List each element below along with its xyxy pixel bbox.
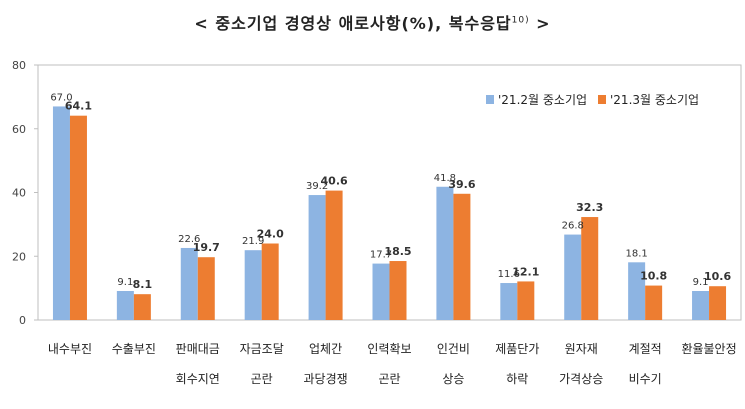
bar-feb bbox=[564, 234, 582, 320]
value-label-feb: 18.1 bbox=[626, 248, 648, 259]
legend-swatch-feb bbox=[486, 95, 494, 104]
value-label-feb: 17.7 bbox=[370, 250, 392, 261]
bar-mar bbox=[325, 190, 343, 320]
y-tick-label: 40 bbox=[12, 187, 26, 200]
bar-feb bbox=[180, 247, 198, 320]
legend-label-feb: '21.2월 중소기업 bbox=[498, 93, 587, 107]
chart-title-text: < 중소기업 경영상 애로사항(%), 복수응답 bbox=[194, 14, 512, 33]
y-tick-label: 0 bbox=[19, 314, 26, 327]
bars bbox=[52, 106, 727, 321]
legend-swatch-mar bbox=[598, 95, 606, 104]
x-tick-label: 판매대금 bbox=[176, 342, 220, 356]
bar-mar bbox=[389, 261, 407, 320]
x-tick-label-line2: 하락 bbox=[506, 372, 528, 386]
y-tick-label: 60 bbox=[12, 123, 26, 136]
value-label-feb: 39.2 bbox=[306, 181, 328, 192]
x-tick-label-line2: 가격상승 bbox=[559, 372, 603, 386]
value-label-feb: 22.6 bbox=[178, 234, 200, 245]
value-label-feb: 67.0 bbox=[50, 92, 72, 103]
x-tick-label: 업체간 bbox=[309, 342, 342, 356]
x-tick-label: 계절적 bbox=[629, 342, 662, 356]
bar-mar bbox=[453, 193, 471, 320]
value-label-feb: 11.6 bbox=[498, 269, 520, 280]
x-tick-label-line2: 곤란 bbox=[251, 372, 273, 386]
bar-mar bbox=[645, 285, 663, 320]
bar-mar bbox=[69, 115, 87, 321]
value-label-mar: 8.1 bbox=[133, 278, 153, 291]
value-label-mar: 10.8 bbox=[640, 270, 667, 283]
bar-feb bbox=[500, 283, 518, 320]
bar-mar bbox=[197, 257, 215, 320]
bar-feb bbox=[116, 290, 134, 320]
bar-feb bbox=[244, 250, 262, 320]
y-tick-label: 80 bbox=[12, 59, 26, 72]
value-label-feb: 9.1 bbox=[693, 277, 709, 288]
x-tick-label-line2: 과당경쟁 bbox=[304, 372, 348, 386]
chart-title: < 중소기업 경영상 애로사항(%), 복수응답10) > bbox=[0, 10, 745, 34]
bar-mar bbox=[133, 294, 151, 320]
value-label-feb: 41.8 bbox=[434, 173, 456, 184]
value-label-feb: 21.9 bbox=[242, 236, 264, 247]
chart-title-end: > bbox=[529, 14, 551, 33]
value-label-mar: 24.0 bbox=[257, 228, 284, 241]
chart-title-footnote: 10) bbox=[511, 15, 530, 26]
value-label-mar: 12.1 bbox=[512, 265, 539, 278]
x-tick-label-line2: 상승 bbox=[442, 372, 464, 386]
value-label-mar: 19.7 bbox=[193, 241, 220, 254]
bar-mar bbox=[261, 243, 279, 320]
x-tick-label: 수출부진 bbox=[112, 342, 156, 356]
x-tick-label: 환율불안정 bbox=[681, 342, 736, 356]
bar-feb bbox=[372, 263, 390, 320]
x-tick-label: 인건비 bbox=[437, 342, 470, 356]
x-tick-label: 원자재 bbox=[565, 342, 598, 356]
bar-mar bbox=[709, 286, 727, 320]
bar-feb bbox=[628, 262, 646, 320]
x-tick-label: 내수부진 bbox=[48, 342, 92, 356]
y-tick-label: 20 bbox=[12, 250, 26, 263]
x-tick-label-line2: 비수기 bbox=[629, 372, 662, 386]
value-label-mar: 39.6 bbox=[448, 178, 475, 191]
x-tick-label: 자금조달 bbox=[240, 342, 284, 356]
x-tick-label: 인력확보 bbox=[367, 342, 411, 356]
x-tick-label-line2: 곤란 bbox=[378, 372, 400, 386]
legend: '21.2월 중소기업 '21.3월 중소기업 bbox=[486, 93, 699, 107]
value-label-mar: 32.3 bbox=[576, 201, 603, 214]
value-label-mar: 18.5 bbox=[384, 245, 411, 258]
value-label-mar: 10.6 bbox=[704, 270, 731, 283]
x-tick-label-line2: 회수지연 bbox=[176, 372, 220, 386]
bar-feb bbox=[52, 106, 70, 320]
x-tick-label: 제품단가 bbox=[495, 342, 539, 356]
bar-mar bbox=[581, 217, 599, 320]
bar-feb bbox=[436, 186, 454, 320]
value-label-mar: 40.6 bbox=[321, 175, 348, 188]
value-label-feb: 26.8 bbox=[562, 221, 584, 232]
bar-feb bbox=[308, 195, 326, 320]
y-axis: 0 20 40 60 80 bbox=[12, 59, 38, 327]
legend-label-mar: '21.3월 중소기업 bbox=[610, 93, 699, 107]
value-labels: 67.064.19.1 8.122.619.7 21.924.039.240.617… bbox=[50, 92, 731, 291]
value-label-mar: 64.1 bbox=[65, 100, 92, 113]
value-label-feb: 9.1 bbox=[117, 277, 133, 288]
bar-mar bbox=[517, 281, 535, 320]
bar-feb bbox=[692, 290, 710, 320]
